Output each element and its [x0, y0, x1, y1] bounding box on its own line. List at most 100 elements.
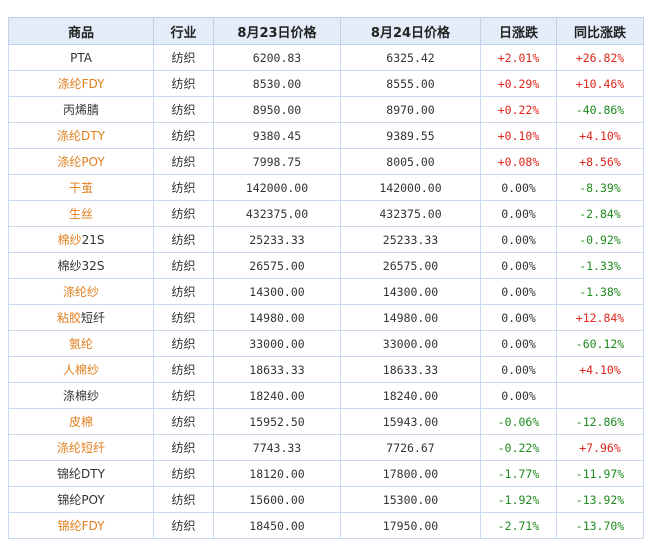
- daily-change-cell: +0.22%: [480, 96, 557, 123]
- price-aug23-cell: 8530.00: [213, 70, 341, 97]
- industry-cell: 纺织: [153, 96, 214, 123]
- price-aug23-cell: 18633.33: [213, 356, 341, 383]
- commodity-name[interactable]: 涤纶DTY: [8, 122, 154, 149]
- yoy-change-cell: -12.86%: [556, 408, 644, 435]
- price-aug23-cell: 7998.75: [213, 148, 341, 175]
- price-aug24-cell: 26575.00: [340, 252, 481, 279]
- table-row: 锦纶FDY 纺织 18450.00 17950.00 -2.71% -13.70%: [8, 512, 644, 539]
- yoy-change-cell: -2.84%: [556, 200, 644, 227]
- table-row: 皮棉 纺织 15952.50 15943.00 -0.06% -12.86%: [8, 408, 644, 435]
- header-price-aug24: 8月24日价格: [340, 17, 481, 45]
- commodity-name[interactable]: 涤纶纱: [8, 278, 154, 305]
- commodity-name[interactable]: 人棉纱: [8, 356, 154, 383]
- daily-change-cell: -0.22%: [480, 434, 557, 461]
- yoy-change-cell: +7.96%: [556, 434, 644, 461]
- price-aug24-cell: 6325.42: [340, 44, 481, 71]
- daily-change-cell: +0.29%: [480, 70, 557, 97]
- commodity-name[interactable]: 锦纶FDY: [8, 512, 154, 539]
- industry-cell: 纺织: [153, 252, 214, 279]
- yoy-change-cell: +10.46%: [556, 70, 644, 97]
- industry-cell: 纺织: [153, 382, 214, 409]
- price-aug23-cell: 8950.00: [213, 96, 341, 123]
- commodity-name: PTA: [8, 44, 154, 71]
- commodity-name[interactable]: 涤纶短纤: [8, 434, 154, 461]
- price-aug23-cell: 18450.00: [213, 512, 341, 539]
- commodity-name[interactable]: 涤纶POY: [8, 148, 154, 175]
- price-aug23-cell: 6200.83: [213, 44, 341, 71]
- price-aug23-cell: 7743.33: [213, 434, 341, 461]
- price-aug24-cell: 17950.00: [340, 512, 481, 539]
- header-commodity: 商品: [8, 17, 154, 45]
- daily-change-cell: 0.00%: [480, 226, 557, 253]
- table-row: 涤棉纱 纺织 18240.00 18240.00 0.00%: [8, 382, 644, 409]
- price-aug23-cell: 15952.50: [213, 408, 341, 435]
- price-aug24-cell: 15300.00: [340, 486, 481, 513]
- header-price-aug23: 8月23日价格: [213, 17, 341, 45]
- header-industry: 行业: [153, 17, 214, 45]
- table-row: 棉纱32S 纺织 26575.00 26575.00 0.00% -1.33%: [8, 252, 644, 279]
- table-row: 棉纱21S 纺织 25233.33 25233.33 0.00% -0.92%: [8, 226, 644, 253]
- price-aug24-cell: 15943.00: [340, 408, 481, 435]
- commodity-name: 棉纱32S: [8, 252, 154, 279]
- price-aug24-cell: 7726.67: [340, 434, 481, 461]
- table-row: 生丝 纺织 432375.00 432375.00 0.00% -2.84%: [8, 200, 644, 227]
- commodity-name: 涤棉纱: [8, 382, 154, 409]
- price-aug23-cell: 18240.00: [213, 382, 341, 409]
- yoy-change-cell: +26.82%: [556, 44, 644, 71]
- daily-change-cell: 0.00%: [480, 200, 557, 227]
- yoy-change-cell: -8.39%: [556, 174, 644, 201]
- price-aug23-cell: 14300.00: [213, 278, 341, 305]
- daily-change-cell: 0.00%: [480, 252, 557, 279]
- yoy-change-cell: +4.10%: [556, 356, 644, 383]
- yoy-change-cell: -13.92%: [556, 486, 644, 513]
- table-row: 人棉纱 纺织 18633.33 18633.33 0.00% +4.10%: [8, 356, 644, 383]
- price-aug24-cell: 142000.00: [340, 174, 481, 201]
- price-aug23-cell: 26575.00: [213, 252, 341, 279]
- table-row: 涤纶纱 纺织 14300.00 14300.00 0.00% -1.38%: [8, 278, 644, 305]
- price-aug24-cell: 14980.00: [340, 304, 481, 331]
- price-aug24-cell: 18240.00: [340, 382, 481, 409]
- commodity-name-link[interactable]: 粘胶: [56, 311, 81, 325]
- table-row: 干茧 纺织 142000.00 142000.00 0.00% -8.39%: [8, 174, 644, 201]
- daily-change-cell: 0.00%: [480, 278, 557, 305]
- yoy-change-cell: -1.38%: [556, 278, 644, 305]
- price-aug23-cell: 25233.33: [213, 226, 341, 253]
- commodity-name-link[interactable]: 棉纱: [57, 233, 82, 247]
- price-aug24-cell: 18633.33: [340, 356, 481, 383]
- table-row: 涤纶短纤 纺织 7743.33 7726.67 -0.22% +7.96%: [8, 434, 644, 461]
- commodity-name[interactable]: 氨纶: [8, 330, 154, 357]
- price-aug24-cell: 8555.00: [340, 70, 481, 97]
- commodity-name-suffix: 短纤: [81, 311, 106, 325]
- daily-change-cell: -1.92%: [480, 486, 557, 513]
- yoy-change-cell: -60.12%: [556, 330, 644, 357]
- commodity-name[interactable]: 生丝: [8, 200, 154, 227]
- price-aug23-cell: 14980.00: [213, 304, 341, 331]
- price-aug23-cell: 9380.45: [213, 122, 341, 149]
- price-aug24-cell: 14300.00: [340, 278, 481, 305]
- daily-change-cell: -0.06%: [480, 408, 557, 435]
- price-aug23-cell: 33000.00: [213, 330, 341, 357]
- price-aug24-cell: 25233.33: [340, 226, 481, 253]
- commodity-name[interactable]: 涤纶FDY: [8, 70, 154, 97]
- industry-cell: 纺织: [153, 122, 214, 149]
- industry-cell: 纺织: [153, 408, 214, 435]
- yoy-change-cell: -0.92%: [556, 226, 644, 253]
- commodity-name[interactable]: 皮棉: [8, 408, 154, 435]
- yoy-change-cell: -1.33%: [556, 252, 644, 279]
- table-row: PTA 纺织 6200.83 6325.42 +2.01% +26.82%: [8, 44, 644, 71]
- commodity-name: 丙烯腈: [8, 96, 154, 123]
- yoy-change-cell: +4.10%: [556, 122, 644, 149]
- commodity-name[interactable]: 干茧: [8, 174, 154, 201]
- yoy-change-cell: -13.70%: [556, 512, 644, 539]
- industry-cell: 纺织: [153, 304, 214, 331]
- industry-cell: 纺织: [153, 70, 214, 97]
- industry-cell: 纺织: [153, 226, 214, 253]
- price-aug24-cell: 8970.00: [340, 96, 481, 123]
- industry-cell: 纺织: [153, 174, 214, 201]
- industry-cell: 纺织: [153, 330, 214, 357]
- daily-change-cell: 0.00%: [480, 174, 557, 201]
- daily-change-cell: 0.00%: [480, 382, 557, 409]
- yoy-change-cell: +12.84%: [556, 304, 644, 331]
- daily-change-cell: +2.01%: [480, 44, 557, 71]
- table-row: 涤纶FDY 纺织 8530.00 8555.00 +0.29% +10.46%: [8, 70, 644, 97]
